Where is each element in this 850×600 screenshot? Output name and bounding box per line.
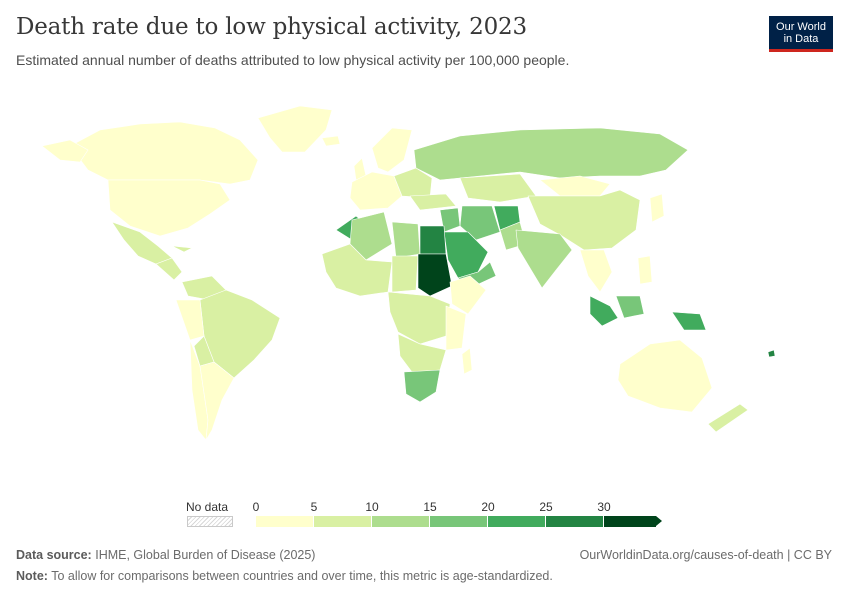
- region-ethiopia-horn[interactable]: [449, 275, 487, 315]
- region-australia[interactable]: [617, 339, 713, 413]
- logo-line-1: Our World: [776, 21, 826, 33]
- legend-no-data-swatch[interactable]: [187, 516, 233, 527]
- world-map: [41, 105, 776, 441]
- region-japan[interactable]: [649, 193, 665, 223]
- legend-no-data-label: No data: [186, 500, 229, 514]
- legend-bin-10-15[interactable]: [372, 516, 430, 527]
- note-label: Note:: [16, 569, 48, 583]
- region-alaska[interactable]: [41, 139, 89, 163]
- region-levant[interactable]: [439, 207, 461, 233]
- region-argentina[interactable]: [199, 361, 235, 441]
- region-peru[interactable]: [175, 299, 205, 341]
- region-western-europe[interactable]: [349, 171, 403, 211]
- legend-arrow-icon: [656, 516, 662, 526]
- region-new-zealand[interactable]: [707, 403, 749, 433]
- legend-bin-5-10[interactable]: [314, 516, 372, 527]
- region-pacific-island[interactable]: [767, 349, 776, 358]
- legend-tick-0: 0: [252, 500, 260, 514]
- logo-line-2: in Data: [783, 33, 819, 45]
- region-china[interactable]: [527, 189, 641, 251]
- region-indonesia[interactable]: [589, 295, 619, 327]
- region-borneo-sulawesi[interactable]: [615, 295, 645, 319]
- legend-bin-30-plus[interactable]: [604, 516, 656, 527]
- region-kazakhstan[interactable]: [459, 173, 537, 203]
- region-usa[interactable]: [107, 179, 231, 237]
- region-madagascar[interactable]: [461, 347, 473, 375]
- region-papua[interactable]: [671, 311, 707, 331]
- chart-note: Note: To allow for comparisons between c…: [16, 569, 553, 583]
- legend-bin-20-25[interactable]: [488, 516, 546, 527]
- region-iceland[interactable]: [321, 135, 341, 147]
- legend-tick-5: 5: [310, 500, 318, 514]
- legend-tick-15: 15: [423, 500, 437, 514]
- region-cuba[interactable]: [171, 245, 193, 253]
- region-canada[interactable]: [69, 121, 259, 185]
- map-legend: No data 0 5 10 15 20 25 30: [180, 494, 680, 534]
- data-source-label: Data source:: [16, 548, 92, 562]
- region-central-america[interactable]: [155, 257, 183, 281]
- region-turkey[interactable]: [409, 193, 457, 211]
- region-mongolia[interactable]: [539, 175, 611, 197]
- region-eastern-europe[interactable]: [393, 167, 433, 199]
- region-southeast-asia[interactable]: [579, 249, 613, 293]
- region-south-africa[interactable]: [403, 369, 441, 403]
- legend-bin-0-5[interactable]: [256, 516, 314, 527]
- legend-tick-30: 30: [597, 500, 611, 514]
- region-greenland[interactable]: [257, 105, 333, 153]
- data-source-text[interactable]: IHME, Global Burden of Disease (2025): [95, 548, 316, 562]
- legend-tick-25: 25: [539, 500, 553, 514]
- region-india[interactable]: [515, 229, 573, 289]
- owid-logo[interactable]: Our World in Data: [769, 16, 833, 52]
- region-iran[interactable]: [459, 205, 501, 241]
- region-sudan[interactable]: [417, 253, 453, 297]
- region-libya[interactable]: [391, 221, 421, 259]
- region-scandinavia[interactable]: [371, 127, 413, 173]
- legend-bin-25-30[interactable]: [546, 516, 604, 527]
- legend-bin-15-20[interactable]: [430, 516, 488, 527]
- region-east-africa[interactable]: [445, 305, 467, 351]
- note-text: To allow for comparisons between countri…: [51, 569, 553, 583]
- region-algeria[interactable]: [349, 211, 393, 261]
- chart-subtitle: Estimated annual number of deaths attrib…: [16, 52, 570, 68]
- region-chad[interactable]: [391, 255, 419, 293]
- legend-tick-10: 10: [365, 500, 379, 514]
- region-russia[interactable]: [413, 127, 689, 181]
- data-source: Data source: IHME, Global Burden of Dise…: [16, 548, 315, 562]
- region-egypt[interactable]: [419, 225, 447, 255]
- source-url[interactable]: OurWorldinData.org/causes-of-death | CC …: [579, 548, 832, 562]
- chart-title: Death rate due to low physical activity,…: [16, 14, 527, 40]
- legend-tick-20: 20: [481, 500, 495, 514]
- region-central-africa[interactable]: [387, 291, 451, 345]
- region-west-africa[interactable]: [321, 243, 393, 297]
- region-philippines[interactable]: [637, 255, 653, 285]
